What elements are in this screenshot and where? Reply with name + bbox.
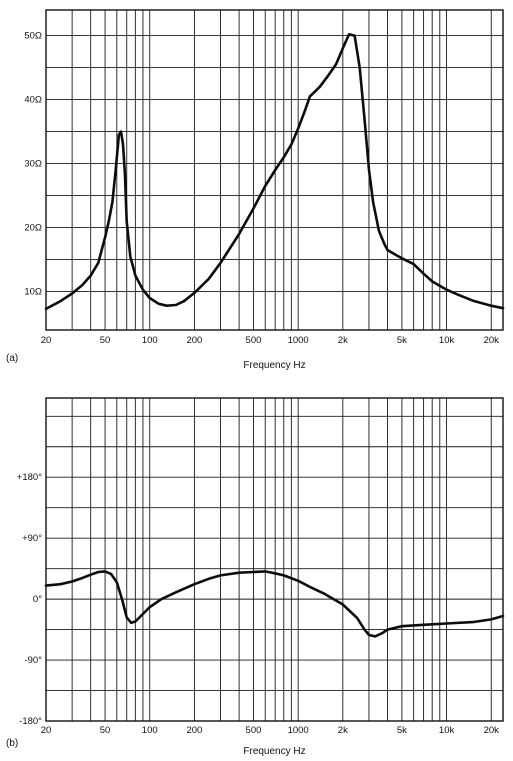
y-tick-label: 50Ω <box>24 31 42 42</box>
x-tick-label: 2k <box>338 725 348 736</box>
x-tick-label: 50 <box>100 335 111 346</box>
y-tick-label: 40Ω <box>24 95 42 106</box>
x-tick-label: 500 <box>246 335 262 346</box>
data-series-line <box>44 32 505 311</box>
x-tick-label: 200 <box>186 725 202 736</box>
x-tick-label: 20 <box>41 725 52 736</box>
plot-frame <box>45 9 504 331</box>
y-tick-label: 10Ω <box>24 287 42 298</box>
x-tick-label: 5k <box>397 335 407 346</box>
x-axis-label: Frequency Hz <box>243 746 305 757</box>
x-tick-label: 50 <box>100 725 111 736</box>
x-tick-label: 20 <box>41 335 52 346</box>
x-tick-label: 100 <box>142 725 158 736</box>
impedance-chart-panel: 20 50 100 200 500 1000 2k 5k 10k 20k 10Ω 20Ω 30Ω 40Ω 5… <box>6 9 505 371</box>
data-series-line <box>44 570 505 638</box>
x-tick-label: 200 <box>186 335 202 346</box>
x-tick-label: 1000 <box>288 725 309 736</box>
phase-chart-panel: 20 50 100 200 500 1000 2k 5k 10k 20k -180° -90° 0° +9… <box>6 397 505 757</box>
y-tick-label: 30Ω <box>24 159 42 170</box>
x-tick-label: 10k <box>439 335 455 346</box>
y-tick-label: -180° <box>19 716 42 727</box>
x-tick-label: 10k <box>439 725 455 736</box>
y-tick-label: 0° <box>33 594 42 605</box>
panel-label: (b) <box>6 738 18 749</box>
x-tick-label: 5k <box>397 725 407 736</box>
x-tick-label: 2k <box>338 335 348 346</box>
y-tick-label: +90° <box>22 533 42 544</box>
x-tick-label: 20k <box>484 335 500 346</box>
y-tick-label: +180° <box>17 472 42 483</box>
y-tick-label: -90° <box>24 655 42 666</box>
x-tick-label: 1000 <box>288 335 309 346</box>
panel-label: (a) <box>6 353 18 364</box>
plot-frame <box>45 397 504 722</box>
x-tick-label: 500 <box>246 725 262 736</box>
y-tick-label: 20Ω <box>24 223 42 234</box>
x-tick-label: 20k <box>484 725 500 736</box>
x-axis-label: Frequency Hz <box>243 360 305 371</box>
x-tick-label: 100 <box>142 335 158 346</box>
